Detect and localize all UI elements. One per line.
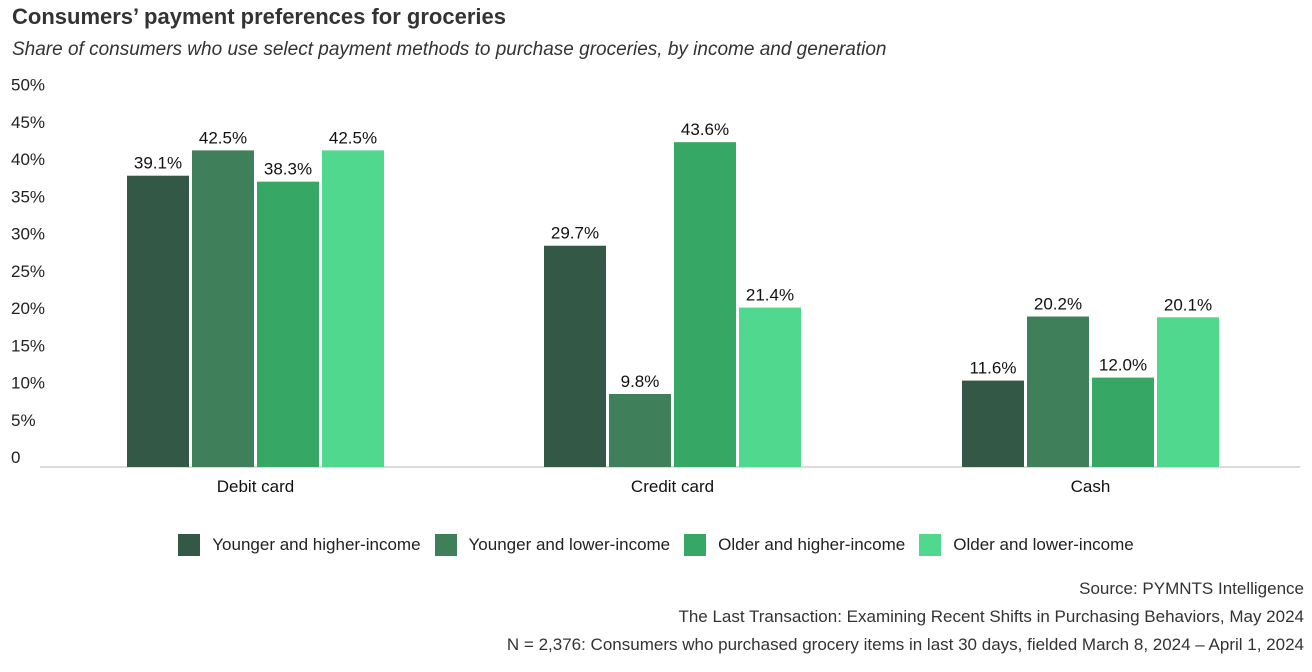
bar — [322, 150, 384, 467]
bar-chart: 0 5% 10% 15% 20% 25% 30% 35% 40% 45% 50% 39.1% 42.5%… — [11, 76, 1300, 496]
y-tick-label: 40% — [11, 150, 45, 169]
sample-note-line: N = 2,376: Consumers who purchased groce… — [506, 635, 1304, 654]
legend-swatch — [684, 534, 707, 556]
y-tick-label: 10% — [11, 374, 45, 393]
data-label: 9.8% — [621, 372, 660, 391]
data-label: 42.5% — [199, 128, 247, 147]
legend-item: Younger and higher-income — [178, 534, 421, 556]
bar — [674, 142, 736, 467]
category-label: Cash — [1071, 477, 1111, 496]
bar — [544, 245, 606, 467]
bar — [962, 380, 1024, 467]
y-tick-label: 45% — [11, 113, 45, 132]
legend-item: Older and higher-income — [684, 534, 905, 556]
category-label: Credit card — [631, 477, 714, 496]
data-label: 20.2% — [1034, 295, 1082, 314]
data-label: 42.5% — [329, 128, 377, 147]
data-label: 20.1% — [1164, 295, 1212, 314]
y-tick-label: 15% — [11, 336, 45, 355]
bar — [1157, 317, 1219, 467]
legend-label: Younger and lower-income — [468, 535, 671, 554]
y-tick-label: 30% — [11, 225, 45, 244]
report-title-line: The Last Transaction: Examining Recent S… — [678, 607, 1304, 626]
data-label: 43.6% — [681, 120, 729, 139]
legend-swatch — [178, 534, 201, 556]
category-label: Debit card — [217, 477, 294, 496]
bar — [739, 307, 801, 467]
legend-swatch — [919, 534, 942, 556]
legend-item: Younger and lower-income — [434, 534, 671, 556]
bar — [192, 150, 254, 467]
chart-legend: Younger and higher-income Younger and low… — [0, 534, 1312, 556]
legend-swatch — [434, 534, 457, 556]
chart-subtitle: Share of consumers who use select paymen… — [12, 39, 887, 60]
y-tick-label: 25% — [11, 262, 45, 281]
data-label: 21.4% — [746, 286, 794, 305]
chart-title: Consumers’ payment preferences for groce… — [12, 4, 506, 29]
data-label: 29.7% — [551, 224, 599, 243]
y-tick-label: 20% — [11, 299, 45, 318]
y-tick-label: 50% — [11, 76, 45, 95]
bar — [1027, 316, 1089, 467]
data-label: 39.1% — [134, 154, 182, 173]
y-tick-label: 35% — [11, 187, 45, 206]
data-label: 11.6% — [970, 359, 1017, 378]
legend-label: Older and lower-income — [953, 535, 1134, 554]
legend-label: Older and higher-income — [718, 535, 906, 554]
source-line: Source: PYMNTS Intelligence — [1079, 579, 1304, 598]
data-label: 38.3% — [264, 160, 312, 179]
bar — [1092, 377, 1154, 467]
legend-item: Older and lower-income — [919, 534, 1134, 556]
y-tick-label: 0 — [11, 448, 20, 467]
legend-label: Younger and higher-income — [212, 535, 421, 554]
bar — [609, 393, 671, 467]
bar — [257, 181, 319, 468]
data-label: 12.0% — [1099, 356, 1147, 375]
y-tick-label: 5% — [11, 411, 36, 430]
bar — [127, 175, 189, 467]
